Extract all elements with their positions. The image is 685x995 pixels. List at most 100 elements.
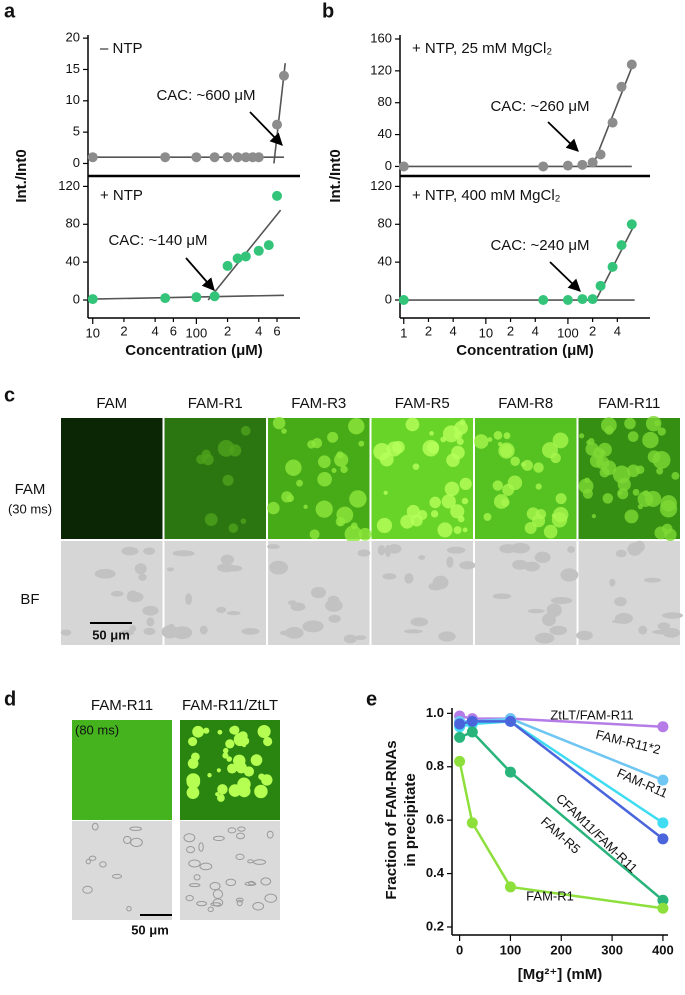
column-header: FAM-R5 bbox=[395, 395, 450, 412]
x-tick-label: 0 bbox=[456, 942, 463, 957]
data-point bbox=[595, 280, 606, 291]
aggregate bbox=[250, 754, 263, 766]
data-point bbox=[87, 294, 98, 305]
y-tick-label: 0 bbox=[385, 158, 392, 173]
particle bbox=[130, 837, 143, 848]
particle bbox=[94, 568, 116, 579]
aggregate bbox=[237, 779, 250, 792]
data-point bbox=[232, 152, 243, 163]
y-tick-label: 10 bbox=[66, 92, 80, 107]
particle bbox=[222, 565, 243, 572]
x-tick-label: 4 bbox=[450, 323, 457, 338]
x-tick-label: 200 bbox=[550, 942, 572, 957]
y-tick-label: 120 bbox=[370, 62, 392, 77]
particle bbox=[418, 555, 426, 560]
y-tick-label: 120 bbox=[58, 178, 80, 193]
particle bbox=[253, 859, 267, 865]
particle bbox=[264, 893, 278, 903]
panel-label: c bbox=[4, 384, 15, 406]
particle bbox=[290, 602, 306, 612]
droplet bbox=[510, 456, 520, 467]
y-tick-label: 80 bbox=[66, 216, 80, 231]
data-point bbox=[253, 245, 264, 256]
x-tick-label: 2 bbox=[425, 323, 432, 338]
x-tick-label: 4 bbox=[255, 323, 262, 338]
particle bbox=[615, 549, 627, 558]
series-line bbox=[459, 720, 664, 840]
particle bbox=[99, 861, 107, 868]
condition-label: + NTP, 400 mM MgCl₂ bbox=[412, 187, 561, 204]
droplet bbox=[272, 416, 286, 430]
data-point bbox=[616, 81, 627, 92]
droplet bbox=[492, 480, 504, 491]
droplet bbox=[222, 474, 234, 486]
data-point bbox=[209, 291, 220, 302]
x-tick-label: 4 bbox=[152, 323, 159, 338]
droplet bbox=[441, 494, 456, 509]
particle bbox=[183, 833, 196, 843]
droplet bbox=[202, 453, 214, 466]
droplet bbox=[660, 495, 677, 512]
droplet bbox=[453, 526, 462, 535]
data-point bbox=[240, 152, 251, 163]
data-point bbox=[587, 157, 598, 168]
data-point bbox=[607, 117, 618, 128]
particle bbox=[121, 546, 139, 556]
particle bbox=[60, 629, 72, 636]
particle bbox=[510, 542, 531, 554]
droplet bbox=[487, 437, 493, 442]
y-tick-label: 0.2 bbox=[426, 918, 444, 933]
particle bbox=[119, 630, 134, 636]
particle bbox=[576, 630, 593, 641]
y-tick-label: 0 bbox=[73, 155, 80, 170]
data-point bbox=[657, 721, 669, 733]
particle bbox=[175, 626, 184, 638]
particle bbox=[387, 544, 402, 554]
annotation-arrow bbox=[185, 257, 215, 291]
particle bbox=[235, 832, 245, 840]
particle bbox=[126, 591, 144, 603]
particle bbox=[188, 883, 201, 888]
condition-label: + NTP bbox=[100, 187, 143, 204]
particle bbox=[428, 582, 444, 591]
particle bbox=[657, 622, 671, 630]
droplet bbox=[349, 490, 367, 508]
aggregate bbox=[193, 727, 203, 738]
droplet bbox=[645, 415, 662, 432]
droplet bbox=[450, 504, 465, 519]
droplet bbox=[483, 513, 492, 521]
droplet bbox=[456, 438, 464, 446]
droplet bbox=[240, 518, 247, 524]
particle bbox=[523, 561, 540, 572]
droplet bbox=[373, 443, 391, 461]
data-point bbox=[504, 766, 516, 778]
droplet bbox=[584, 477, 590, 484]
data-point bbox=[222, 152, 233, 163]
column-header: FAM-R11 bbox=[91, 697, 153, 714]
data-point bbox=[657, 774, 669, 786]
data-point bbox=[466, 817, 478, 829]
brightfield-image bbox=[180, 821, 280, 920]
data-point bbox=[466, 715, 478, 727]
droplet bbox=[228, 523, 239, 533]
particle bbox=[527, 608, 545, 614]
scale-bar-label: 50 μm bbox=[131, 922, 169, 937]
particle bbox=[343, 634, 357, 644]
particle bbox=[198, 842, 204, 852]
x-tick-label: 2 bbox=[589, 323, 596, 338]
particle bbox=[614, 596, 627, 607]
condition-label: + NTP, 25 mM MgCl₂ bbox=[412, 40, 552, 57]
particle bbox=[129, 625, 137, 632]
data-point bbox=[504, 715, 516, 727]
droplet bbox=[315, 500, 333, 518]
x-tick-label: 10 bbox=[479, 325, 493, 340]
droplet bbox=[429, 496, 441, 509]
droplet bbox=[303, 504, 308, 510]
data-point bbox=[191, 152, 202, 163]
particle bbox=[302, 620, 324, 633]
particle bbox=[267, 544, 280, 550]
droplet bbox=[520, 461, 527, 468]
data-point bbox=[278, 70, 289, 81]
aggregate bbox=[216, 768, 221, 773]
x-tick-label: 6 bbox=[170, 323, 177, 338]
